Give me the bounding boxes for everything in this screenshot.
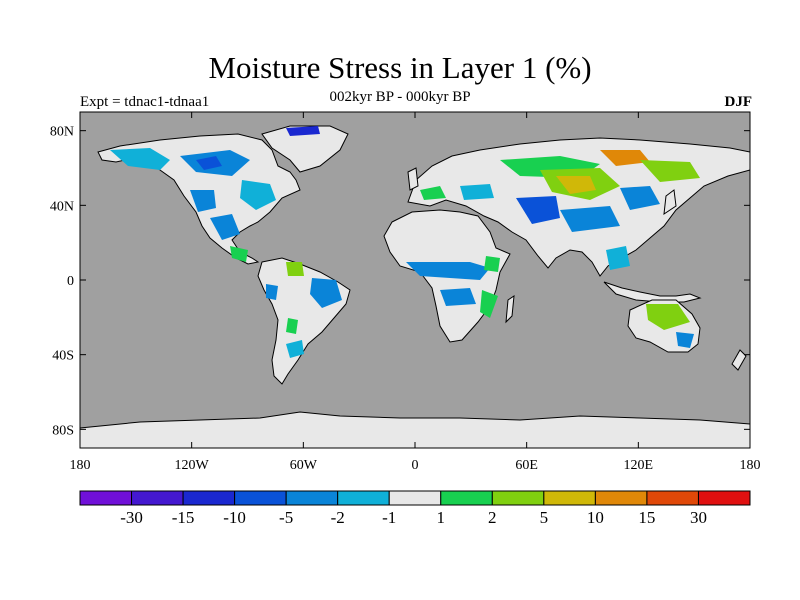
anomaly-patches xyxy=(110,126,700,358)
colorbar-swatch xyxy=(337,490,390,506)
lon-tick-label: 180 xyxy=(740,458,761,473)
colorbar-swatch xyxy=(131,490,184,506)
colorbar-label: 5 xyxy=(539,508,549,527)
anomaly-patch xyxy=(240,180,276,210)
anomaly-patch xyxy=(286,340,304,358)
colorbar-label: 1 xyxy=(436,508,446,527)
anomaly-patch xyxy=(484,256,500,272)
anomaly-patch xyxy=(266,284,278,300)
landmass-indonesia xyxy=(603,281,702,303)
anomaly-patch xyxy=(190,190,216,212)
anomaly-patch xyxy=(286,126,320,136)
colorbar-label: -2 xyxy=(330,508,345,527)
colorbar-label: 30 xyxy=(689,508,707,527)
lon-tick-label: 120W xyxy=(175,458,210,473)
lon-tick-label: 180 xyxy=(70,458,91,473)
lon-tick-label: 0 xyxy=(412,458,419,473)
plot-title: Moisture Stress in Layer 1 (%) xyxy=(208,50,592,85)
colorbar-swatch xyxy=(79,490,133,506)
colorbar-label: 10 xyxy=(586,508,604,527)
anomaly-patch xyxy=(286,318,298,334)
colorbar-label: -5 xyxy=(279,508,294,527)
landmass-new-zealand xyxy=(731,349,747,371)
colorbar-swatch xyxy=(234,490,287,506)
anomaly-patch xyxy=(600,150,650,166)
colorbar-label: -30 xyxy=(120,508,143,527)
anomaly-patch xyxy=(310,278,342,308)
lat-tick-label: 40N xyxy=(50,199,74,214)
colorbar-label: 2 xyxy=(488,508,497,527)
anomaly-patch xyxy=(196,156,222,170)
anomaly-patch xyxy=(110,148,170,170)
map-axes: 80N 40N 0 40S 80S 180 120W 60W 0 60E 120E 180 xyxy=(50,112,761,473)
anomaly-patch xyxy=(560,206,620,232)
landmass-britain xyxy=(407,167,419,191)
anomaly-patch xyxy=(646,304,690,330)
anomaly-patch xyxy=(286,262,304,276)
colorbar-label: 15 xyxy=(638,508,656,527)
lat-tick-label: 40S xyxy=(52,349,74,364)
anomaly-patch xyxy=(230,246,248,262)
experiment-label: Expt = tdnac1-tdnaa1 xyxy=(80,94,210,110)
colorbar-swatch xyxy=(440,490,493,506)
anomaly-patch xyxy=(406,262,490,280)
colorbar-swatch xyxy=(491,490,545,506)
colorbar xyxy=(79,490,751,506)
colorbar-swatch xyxy=(285,490,339,506)
lat-tick-label: 80N xyxy=(50,125,74,140)
lat-tick-label: 0 xyxy=(67,274,74,289)
lon-tick-label: 60E xyxy=(515,458,538,473)
landmass-madagascar xyxy=(505,294,515,324)
landmass-antarctica xyxy=(80,411,750,448)
colorbar-swatch xyxy=(543,490,596,506)
anomaly-patch xyxy=(516,196,560,224)
anomaly-patch xyxy=(480,290,498,318)
colorbar-label: -15 xyxy=(171,508,195,527)
anomaly-patch xyxy=(210,214,240,240)
colorbar-swatch xyxy=(388,490,442,506)
anomaly-patch xyxy=(620,186,660,210)
colorbar-swatch xyxy=(594,490,648,506)
colorbar-label: -1 xyxy=(382,508,397,527)
colorbar-swatch xyxy=(182,490,236,506)
anomaly-patch xyxy=(676,332,694,348)
anomaly-patch xyxy=(606,246,630,270)
anomaly-patch xyxy=(640,160,700,182)
lat-tick-label: 80S xyxy=(52,423,74,438)
lon-tick-label: 60W xyxy=(290,458,318,473)
colorbar-swatch xyxy=(697,490,751,506)
anomaly-patch xyxy=(556,176,596,194)
landmass-japan xyxy=(663,189,677,216)
colorbar-label: -10 xyxy=(223,508,246,527)
anomaly-patch xyxy=(440,288,476,306)
landmass-greenland xyxy=(261,125,349,173)
colorbar-swatch xyxy=(646,490,699,506)
lon-tick-label: 120E xyxy=(624,458,654,473)
plot-subtitle: 002kyr BP - 000kyr BP xyxy=(329,89,471,105)
season-label: DJF xyxy=(724,94,753,110)
anomaly-patch xyxy=(460,184,494,200)
anomaly-patch xyxy=(420,186,446,200)
